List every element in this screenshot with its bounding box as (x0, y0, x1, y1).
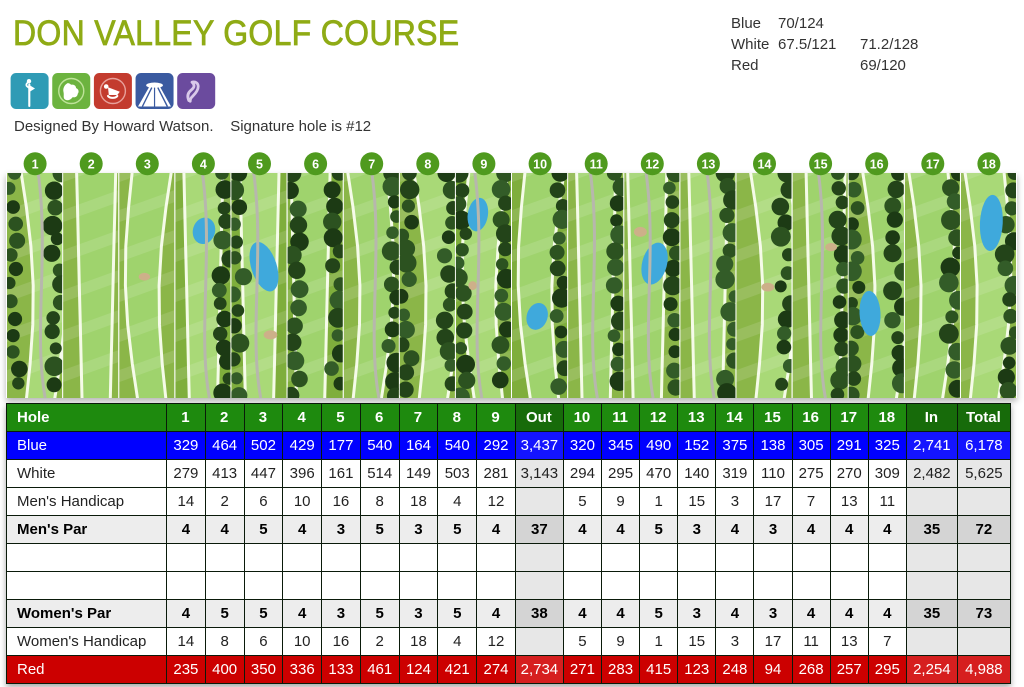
svg-text:11: 11 (590, 157, 603, 171)
svg-text:18: 18 (982, 157, 996, 171)
svg-text:2: 2 (88, 157, 95, 171)
svg-text:12: 12 (645, 157, 659, 171)
svg-text:4: 4 (200, 157, 207, 171)
svg-text:15: 15 (814, 157, 828, 171)
svg-text:5: 5 (256, 157, 263, 171)
svg-text:3: 3 (144, 157, 151, 171)
svg-text:17: 17 (926, 157, 940, 171)
svg-text:10: 10 (533, 157, 547, 171)
svg-text:7: 7 (368, 157, 375, 171)
svg-text:6: 6 (312, 157, 319, 171)
svg-text:14: 14 (758, 157, 772, 171)
svg-text:9: 9 (480, 157, 487, 171)
svg-text:8: 8 (424, 157, 431, 171)
svg-text:16: 16 (870, 157, 884, 171)
svg-text:13: 13 (701, 157, 715, 171)
svg-text:1: 1 (32, 157, 39, 171)
